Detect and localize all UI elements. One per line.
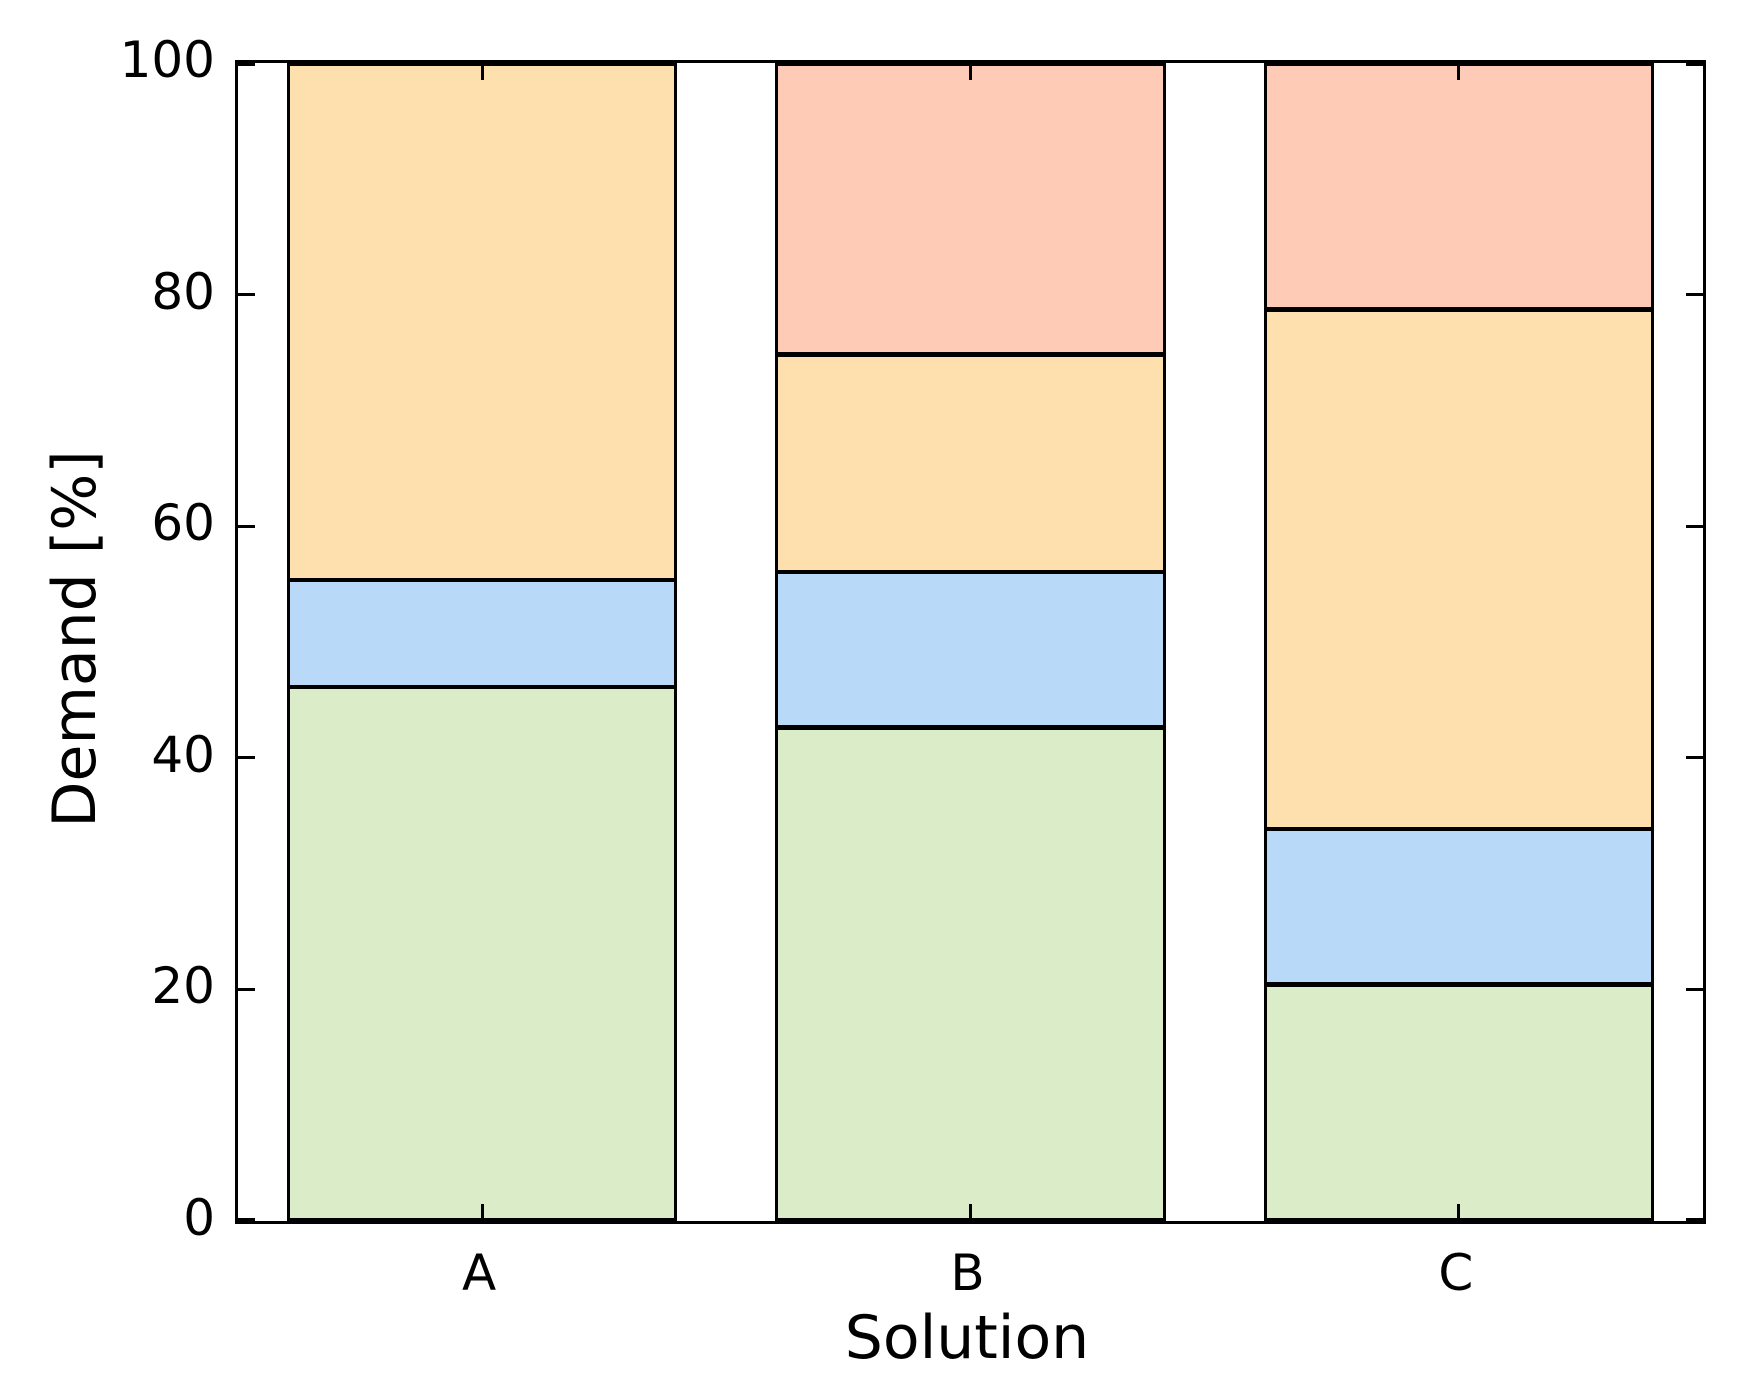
x-tick-top-A bbox=[480, 63, 484, 80]
y-tick-right-60 bbox=[1686, 524, 1703, 528]
y-tick-label-100: 100 bbox=[119, 31, 215, 89]
x-tick-label-A: A bbox=[462, 1244, 497, 1302]
bar-A-green-segment bbox=[286, 686, 678, 1221]
y-tick-label-80: 80 bbox=[151, 262, 215, 321]
bar-C-green-segment bbox=[1263, 983, 1655, 1221]
x-tick-label-B: B bbox=[950, 1244, 985, 1302]
x-tick-top-B bbox=[969, 63, 972, 80]
bar-C-orange-segment bbox=[1263, 308, 1655, 830]
y-tick-right-100 bbox=[1686, 63, 1703, 66]
bar-B-salmon-segment bbox=[775, 63, 1166, 356]
y-tick-right-40 bbox=[1686, 756, 1703, 760]
x-axis-label: Solution bbox=[844, 1303, 1090, 1373]
y-tick-left-60 bbox=[238, 524, 255, 528]
y-tick-label-0: 0 bbox=[183, 1189, 215, 1247]
y-tick-left-100 bbox=[238, 63, 255, 66]
bar-B-blue-segment bbox=[775, 571, 1166, 729]
x-tick-top-C bbox=[1457, 63, 1461, 80]
bar-B-orange-segment bbox=[775, 353, 1166, 573]
x-tick-bottom-C bbox=[1457, 1204, 1461, 1221]
y-tick-label-20: 20 bbox=[151, 957, 215, 1016]
bar-A-blue-segment bbox=[286, 579, 678, 688]
x-tick-bottom-A bbox=[480, 1204, 484, 1221]
y-tick-label-40: 40 bbox=[151, 725, 215, 784]
x-tick-label-C: C bbox=[1438, 1244, 1474, 1302]
y-tick-right-0 bbox=[1686, 1218, 1703, 1221]
y-tick-left-0 bbox=[238, 1218, 255, 1221]
y-tick-right-20 bbox=[1686, 987, 1703, 991]
y-tick-left-20 bbox=[238, 987, 255, 991]
y-tick-right-80 bbox=[1686, 293, 1703, 297]
bar-B-green-segment bbox=[775, 726, 1166, 1221]
plot-area bbox=[235, 60, 1706, 1224]
y-tick-left-80 bbox=[238, 293, 255, 297]
y-tick-label-60: 60 bbox=[151, 494, 215, 553]
y-tick-left-40 bbox=[238, 756, 255, 760]
x-tick-bottom-B bbox=[969, 1204, 972, 1221]
bar-C-blue-segment bbox=[1263, 828, 1655, 986]
bar-A-orange-segment bbox=[286, 63, 678, 581]
bar-C-salmon-segment bbox=[1263, 63, 1655, 310]
